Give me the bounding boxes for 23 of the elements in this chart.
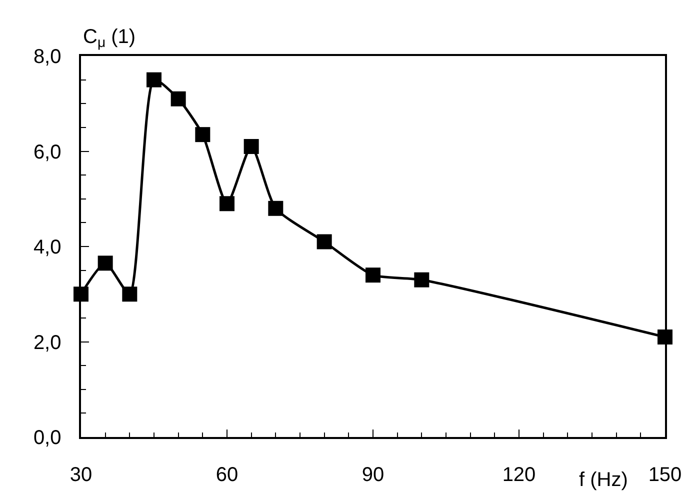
point xyxy=(244,138,259,154)
x-tick-label: 30 xyxy=(70,464,92,486)
x-axis-title: f (Hz) xyxy=(579,469,628,491)
y-tick-label: 2,0 xyxy=(33,332,62,354)
y-tick-label: 6,0 xyxy=(33,141,62,164)
point xyxy=(146,72,162,88)
y-tick-label: 4,0 xyxy=(33,236,62,258)
x-tick-label: 150 xyxy=(648,464,682,486)
x-tick-label: 90 xyxy=(362,464,384,486)
point xyxy=(122,286,138,302)
point xyxy=(366,268,380,283)
point xyxy=(268,200,284,216)
y-tick-label: 0,0 xyxy=(33,427,62,449)
point xyxy=(98,256,113,271)
x-tick-label: 120 xyxy=(502,464,536,486)
y-tick-label: 8,0 xyxy=(33,46,62,68)
point xyxy=(220,196,234,212)
point xyxy=(170,91,186,106)
point xyxy=(195,127,210,142)
point xyxy=(414,272,430,288)
x-tick-label: 60 xyxy=(216,464,238,486)
y-axis-title: C$_{μ}$ (1) xyxy=(83,26,136,50)
point xyxy=(316,234,332,250)
